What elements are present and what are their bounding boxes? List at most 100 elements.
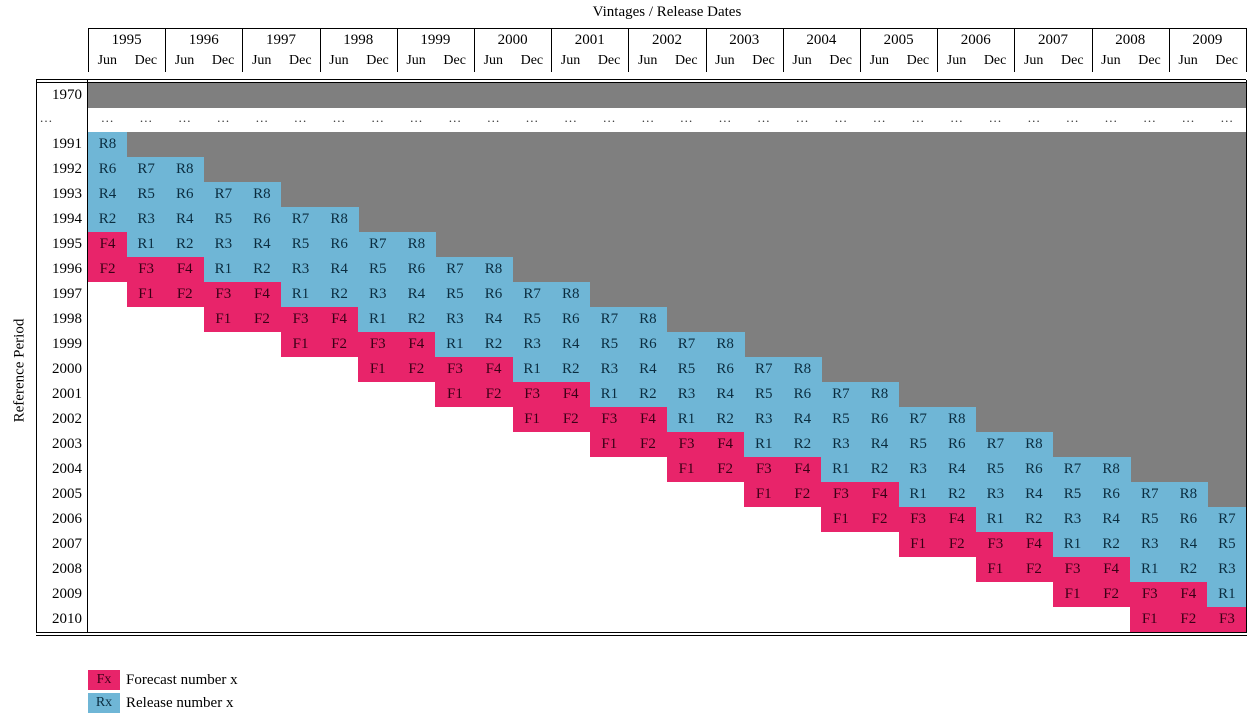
data-cell: F2	[937, 532, 977, 557]
data-cell: R2	[628, 382, 668, 407]
data-cell: R6	[937, 432, 977, 457]
data-cell: F2	[242, 307, 282, 332]
year-header: 2004	[806, 32, 837, 48]
year-divider	[474, 28, 475, 72]
data-cell: R3	[898, 457, 938, 482]
row-label: 1994	[52, 211, 82, 227]
ellipsis-cell: …	[834, 110, 848, 125]
data-cell: F4	[937, 507, 977, 532]
data-cell: R8	[628, 307, 668, 332]
row-label: 2000	[52, 361, 82, 377]
data-cell: R8	[860, 382, 900, 407]
data-cell: R6	[628, 332, 668, 357]
legend-forecast-label: Forecast number x	[126, 672, 238, 688]
data-cell: R5	[126, 182, 166, 207]
data-cell: F3	[975, 532, 1015, 557]
ellipsis-cell: …	[255, 110, 269, 125]
grid-bottom-rule	[36, 632, 1247, 633]
data-cell: F3	[744, 457, 784, 482]
data-cell: R2	[1168, 557, 1208, 582]
year-divider	[396, 28, 398, 72]
data-cell: F2	[319, 332, 359, 357]
year-header: 2003	[729, 32, 760, 48]
data-cell: R2	[165, 232, 205, 257]
data-cell: R4	[242, 232, 282, 257]
data-cell: F3	[358, 332, 398, 357]
year-divider	[782, 28, 784, 72]
data-cell: F4	[628, 407, 668, 432]
year-header: 2008	[1115, 32, 1146, 48]
data-cell: R4	[860, 432, 900, 457]
data-cell: R3	[589, 357, 629, 382]
month-header: Dec	[983, 53, 1007, 68]
data-cell: F4	[474, 357, 514, 382]
month-header: Jun	[174, 53, 195, 68]
data-cell: F3	[1130, 582, 1170, 607]
month-header: Jun	[1101, 53, 1121, 68]
data-cell: R6	[165, 182, 205, 207]
data-cell: R3	[281, 257, 321, 282]
data-cell: F1	[975, 557, 1015, 582]
data-cell: F1	[435, 382, 475, 407]
year-divider	[937, 28, 939, 72]
data-cell: R7	[512, 282, 552, 307]
data-cell: R3	[512, 332, 552, 357]
data-cell: R5	[512, 307, 552, 332]
ellipsis-cell: …	[525, 110, 539, 125]
ellipsis-cell: …	[409, 110, 423, 125]
data-cell: R7	[898, 407, 938, 432]
data-cell: F3	[512, 382, 552, 407]
data-cell: R3	[1053, 507, 1093, 532]
data-cell: R8	[319, 207, 359, 232]
data-cell: F3	[126, 257, 166, 282]
row-label: 1995	[52, 236, 82, 252]
header-bottom-rule-2	[36, 82, 1246, 83]
legend: Fx Forecast number x Rx Release number x	[88, 670, 388, 716]
data-cell: R1	[1053, 532, 1093, 557]
data-cell: R5	[203, 207, 243, 232]
month-header: Dec	[211, 53, 235, 68]
row-label: 1997	[52, 286, 82, 302]
legend-release-label: Release number x	[126, 695, 234, 711]
data-cell: R3	[435, 307, 475, 332]
data-cell: R4	[88, 182, 128, 207]
data-cell: R1	[589, 382, 629, 407]
data-cell: R1	[1130, 557, 1170, 582]
ellipsis-cell: …	[177, 110, 191, 125]
data-cell: R5	[1130, 507, 1170, 532]
header-top-rule	[88, 28, 1246, 29]
year-divider	[165, 28, 167, 72]
chart-title: Vintages / Release Dates	[592, 4, 742, 20]
data-cell: F2	[1168, 607, 1208, 632]
row-label-1970: 1970	[52, 87, 82, 103]
data-cell: R8	[474, 257, 514, 282]
month-header: Dec	[829, 53, 852, 68]
data-cell: R4	[937, 457, 977, 482]
data-cell: F3	[203, 282, 243, 307]
row-label: 1998	[52, 311, 82, 327]
year-divider	[551, 28, 553, 72]
data-cell: R4	[319, 257, 359, 282]
data-cell: F1	[744, 482, 784, 507]
row-label-divider	[87, 80, 88, 632]
data-cell: R1	[435, 332, 475, 357]
data-cell: F1	[358, 357, 398, 382]
ellipsis-cell: …	[949, 110, 963, 125]
row-label: 2001	[52, 386, 82, 402]
month-header: Dec	[597, 53, 621, 68]
gray-region	[126, 132, 1246, 157]
legend-release-swatch: Rx	[88, 693, 120, 713]
data-cell: R6	[1014, 457, 1054, 482]
ellipsis-cell: …	[1104, 110, 1118, 125]
row-label-left-border	[36, 80, 37, 632]
month-header: Dec	[1138, 53, 1161, 68]
month-header: Jun	[946, 53, 967, 68]
gray-region	[512, 257, 1246, 282]
month-header: Jun	[251, 53, 272, 68]
ellipsis-cell: …	[332, 110, 346, 125]
data-cell: R3	[821, 432, 861, 457]
data-cell: F4	[242, 282, 282, 307]
data-cell: F3	[589, 407, 629, 432]
data-cell: R8	[88, 132, 128, 157]
data-cell: R1	[1207, 582, 1247, 607]
